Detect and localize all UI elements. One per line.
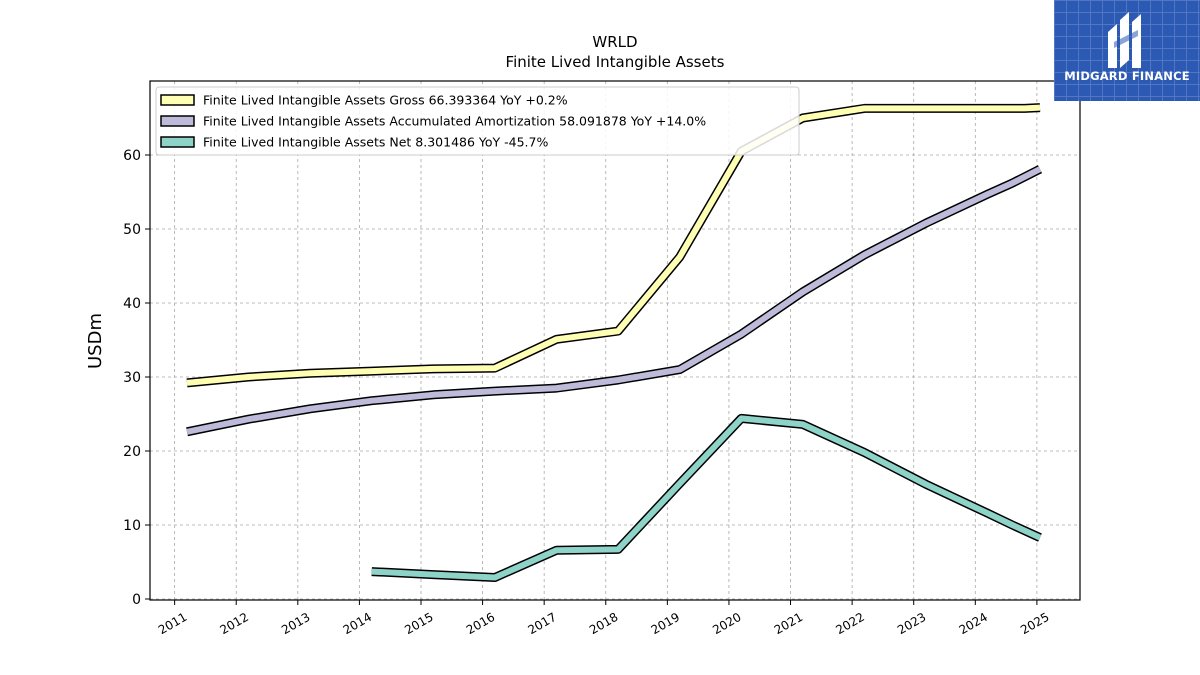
legend-swatch-0 [160,94,195,106]
series-outline-2 [371,413,1042,582]
x-tick-label: 2014 [341,610,374,637]
x-tick-label: 2025 [1018,610,1051,637]
x-tick-label: 2022 [833,610,866,637]
chart-title: WRLD [592,33,637,51]
x-tick-label: 2024 [957,610,990,637]
x-tick-label: 2021 [772,610,805,637]
y-tick-label: 50 [123,222,141,238]
plot-frame [149,80,1081,601]
x-axis: 2011 2012 2013 2014 2015 2016 2017 2018 2019 2020… [156,600,1052,637]
x-tick-label: 2013 [279,610,312,637]
midgard-finance-logo: MIDGARD FINANCE [1054,0,1200,101]
y-tick-label: 0 [132,592,141,608]
series-line-2 [371,415,1042,581]
y-axis-label: USDm [85,313,106,369]
legend-label-2: Finite Lived Intangible Assets Net 8.301… [203,135,548,150]
legend: Finite Lived Intangible Assets Gross 66.… [155,86,800,156]
y-tick-label: 40 [123,296,141,312]
legend-box [155,86,800,156]
legend-label-1: Finite Lived Intangible Assets Accumulat… [203,114,706,129]
y-tick-label: 60 [123,148,141,164]
series-outline-1 [186,165,1043,437]
x-tick-label: 2015 [402,610,435,637]
x-tick-label: 2012 [217,610,250,637]
x-tick-label: 2016 [464,610,497,637]
y-axis: 0 10 20 30 40 50 60 [123,148,150,608]
series-line-0 [186,104,1041,386]
x-tick-label: 2020 [710,610,743,637]
x-tick-label: 2019 [649,610,682,637]
chart-subtitle: Finite Lived Intangible Assets [506,53,725,71]
logo-text: MIDGARD FINANCE [1064,69,1190,83]
legend-swatch-2 [160,136,195,148]
y-tick-label: 30 [123,370,141,386]
x-tick-label: 2017 [525,610,558,637]
legend-swatch-1 [160,115,195,127]
logo-mark-icon [1108,12,1141,68]
y-tick-label: 10 [123,518,141,534]
series-line-1 [186,166,1042,435]
grid-lines [150,81,1080,600]
x-tick-label: 2011 [156,610,189,637]
series-lines [186,103,1043,582]
x-tick-label: 2018 [587,610,620,637]
x-tick-label: 2023 [895,610,928,637]
y-tick-label: 20 [123,444,141,460]
legend-label-0: Finite Lived Intangible Assets Gross 66.… [203,93,568,108]
